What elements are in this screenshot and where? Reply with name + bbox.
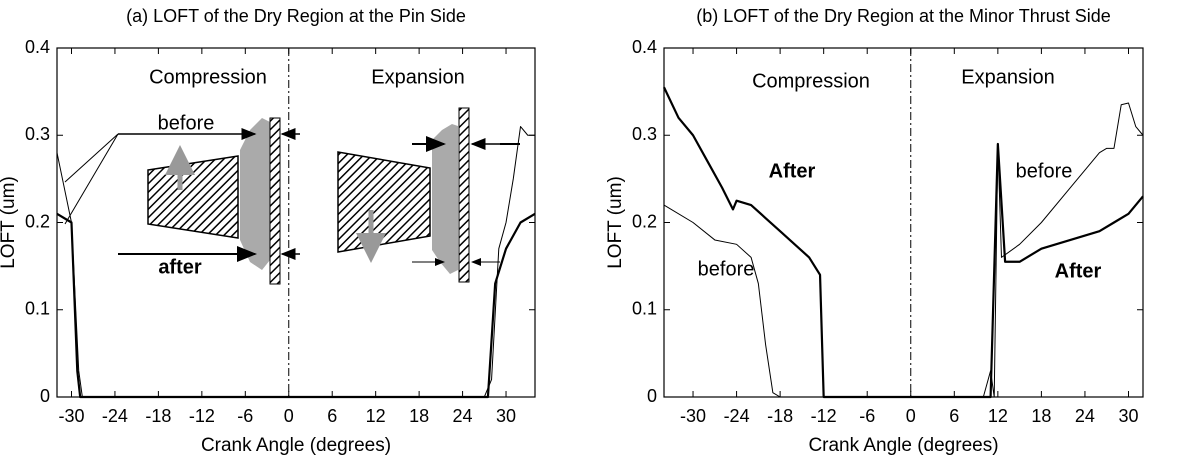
x-tick-label: 30 (1118, 406, 1138, 426)
annotation: Compression (752, 70, 870, 92)
annotation: after (158, 256, 202, 278)
chart-title: (a) LOFT of the Dry Region at the Pin Si… (126, 6, 466, 26)
annotation: After (769, 160, 816, 182)
annotation: Expansion (961, 66, 1054, 88)
x-tick-label: 12 (366, 406, 386, 426)
annotation: before (158, 112, 215, 134)
x-tick-label: 24 (453, 406, 473, 426)
x-tick-label: -18 (767, 406, 793, 426)
x-tick-label: 0 (906, 406, 916, 426)
x-axis-label: Crank Angle (degrees) (201, 435, 391, 456)
y-tick-label: 0.1 (25, 299, 50, 319)
x-tick-label: 24 (1075, 406, 1095, 426)
y-tick-label: 0.2 (632, 211, 657, 231)
x-tick-label: -12 (811, 406, 837, 426)
x-tick-label: -30 (680, 406, 706, 426)
annotation: before (1016, 160, 1073, 182)
annotation: Compression (149, 66, 267, 88)
y-axis-label: LOFT (um) (605, 176, 626, 269)
chart-title: (b) LOFT of the Dry Region at the Minor … (696, 6, 1111, 26)
series-line (663, 86, 1144, 399)
inset-diagram (64, 107, 520, 285)
plot-frame (663, 47, 1144, 398)
x-tick-label: 18 (409, 406, 429, 426)
y-tick-label: 0.3 (25, 124, 50, 144)
annotation: After (1055, 260, 1102, 282)
x-tick-label: -24 (724, 406, 750, 426)
series-line (663, 102, 1144, 398)
y-tick-label: 0.4 (632, 37, 657, 57)
annotation: before (698, 258, 755, 280)
series-line (56, 212, 536, 399)
x-tick-label: -12 (189, 406, 215, 426)
y-tick-label: 0.1 (632, 299, 657, 319)
x-tick-label: -18 (145, 406, 171, 426)
x-tick-label: 30 (496, 406, 516, 426)
y-tick-label: 0.4 (25, 37, 50, 57)
y-tick-label: 0 (647, 386, 657, 406)
x-tick-label: -6 (237, 406, 253, 426)
series-line (56, 126, 535, 398)
y-tick-label: 0.2 (25, 211, 50, 231)
y-axis-label: LOFT (um) (0, 176, 19, 269)
x-tick-label: 18 (1031, 406, 1051, 426)
x-tick-label: 0 (284, 406, 294, 426)
y-tick-label: 0 (40, 386, 50, 406)
y-tick-label: 0.3 (632, 124, 657, 144)
x-axis-label: Crank Angle (degrees) (808, 435, 998, 456)
x-tick-label: 12 (988, 406, 1008, 426)
x-tick-label: -30 (58, 406, 84, 426)
x-tick-label: -24 (102, 406, 128, 426)
annotation: Expansion (371, 66, 464, 88)
x-tick-label: -6 (859, 406, 875, 426)
x-tick-label: 6 (949, 406, 959, 426)
x-tick-label: 6 (327, 406, 337, 426)
